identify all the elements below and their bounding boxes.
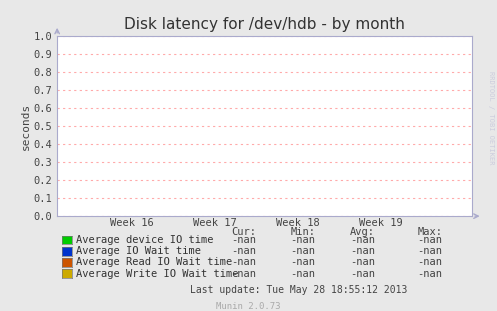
Text: RRDTOOL / TOBI OETIKER: RRDTOOL / TOBI OETIKER [488,72,494,165]
Text: -nan: -nan [291,246,316,256]
Text: -nan: -nan [291,235,316,245]
Text: -nan: -nan [231,269,256,279]
Title: Disk latency for /dev/hdb - by month: Disk latency for /dev/hdb - by month [124,17,405,32]
Text: Max:: Max: [417,227,442,237]
Text: -nan: -nan [350,246,375,256]
Text: Avg:: Avg: [350,227,375,237]
Text: Min:: Min: [291,227,316,237]
Text: Average IO Wait time: Average IO Wait time [76,246,201,256]
Y-axis label: seconds: seconds [21,102,31,150]
Text: Average Write IO Wait time: Average Write IO Wait time [76,269,239,279]
Text: -nan: -nan [417,258,442,267]
Text: Week 19: Week 19 [359,218,403,228]
Text: -nan: -nan [231,235,256,245]
Text: Last update: Tue May 28 18:55:12 2013: Last update: Tue May 28 18:55:12 2013 [189,285,407,295]
Text: -nan: -nan [231,246,256,256]
Text: -nan: -nan [417,235,442,245]
Text: -nan: -nan [350,269,375,279]
Text: -nan: -nan [231,258,256,267]
Text: Average Read IO Wait time: Average Read IO Wait time [76,258,232,267]
Text: -nan: -nan [350,235,375,245]
Text: -nan: -nan [350,258,375,267]
Text: Week 16: Week 16 [110,218,154,228]
Text: -nan: -nan [291,269,316,279]
Text: Week 18: Week 18 [276,218,320,228]
Text: -nan: -nan [417,269,442,279]
Text: -nan: -nan [291,258,316,267]
Text: Average device IO time: Average device IO time [76,235,214,245]
Text: -nan: -nan [417,246,442,256]
Text: Week 17: Week 17 [193,218,237,228]
Text: Cur:: Cur: [231,227,256,237]
Text: Munin 2.0.73: Munin 2.0.73 [216,302,281,311]
